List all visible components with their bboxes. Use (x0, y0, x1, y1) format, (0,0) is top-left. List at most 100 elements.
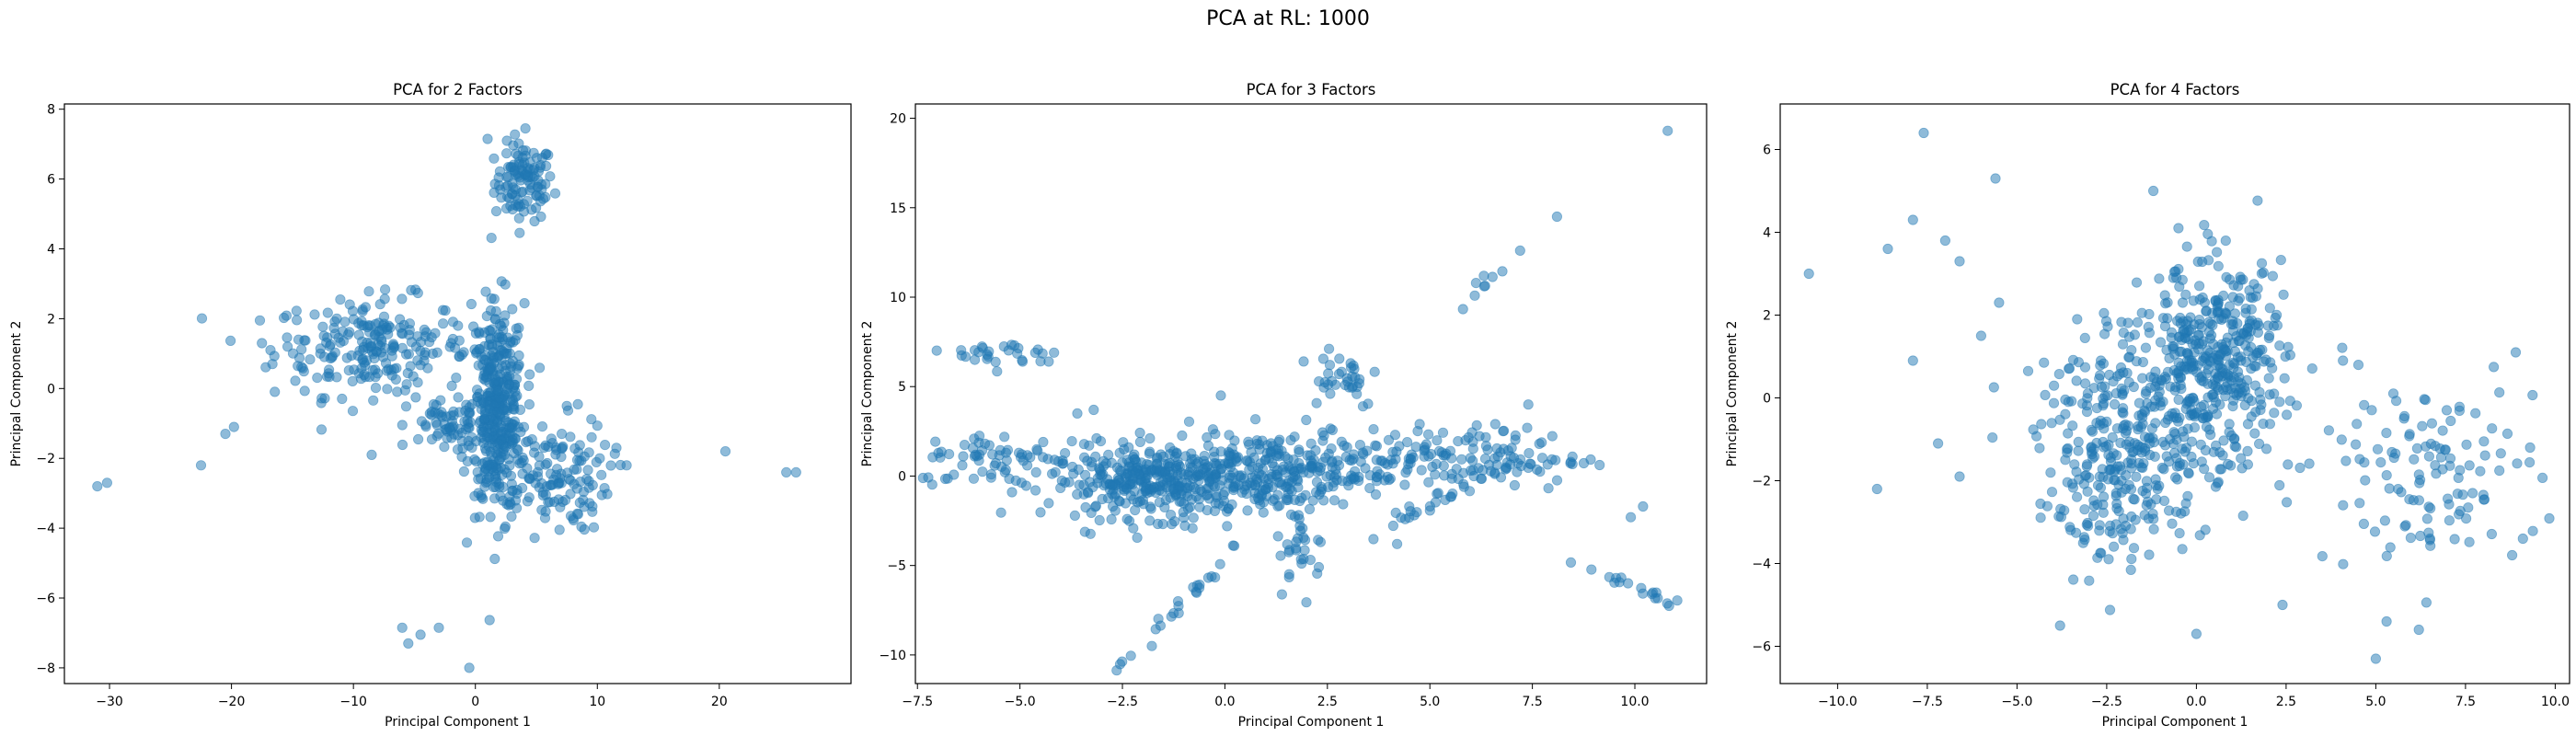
data-point (360, 302, 371, 313)
data-point (1324, 360, 1336, 371)
data-point (2110, 387, 2122, 399)
data-point (2479, 450, 2490, 461)
data-point (1325, 423, 1336, 434)
data-point (1199, 450, 1210, 462)
data-point (492, 407, 503, 418)
data-point (426, 406, 437, 418)
data-point (2233, 295, 2244, 306)
data-point (2413, 624, 2424, 636)
figure-suptitle: PCA at RL: 1000 (1206, 7, 1370, 30)
data-point (2217, 450, 2228, 461)
data-point (2154, 480, 2165, 491)
data-point (1085, 528, 1096, 539)
data-point (379, 293, 390, 305)
data-point (1236, 487, 1248, 499)
data-point (2148, 523, 2159, 535)
data-point (1638, 500, 1649, 512)
data-point (474, 328, 485, 339)
data-point (486, 293, 497, 304)
data-point (1446, 491, 1457, 502)
data-point (1317, 456, 1328, 467)
data-point (2252, 283, 2263, 294)
data-point (1501, 462, 1512, 473)
data-point (476, 398, 487, 409)
x-tick-label: 0.0 (1214, 695, 1235, 709)
data-point (479, 354, 491, 366)
data-point (2087, 453, 2099, 464)
data-point (2214, 313, 2225, 325)
data-point (368, 395, 379, 406)
data-point (1190, 454, 1201, 465)
data-point (1255, 458, 1266, 469)
data-point (2098, 499, 2109, 511)
data-point (2040, 389, 2051, 400)
data-point (2249, 380, 2261, 391)
data-point (2387, 388, 2399, 399)
data-point (506, 511, 517, 523)
data-point (377, 351, 389, 362)
data-point (437, 318, 449, 329)
data-point (1035, 507, 1046, 518)
data-point (2213, 260, 2224, 271)
data-point (2160, 417, 2171, 429)
data-point (2282, 497, 2293, 508)
data-point (973, 437, 984, 448)
data-point (1288, 466, 1300, 477)
data-point (1106, 513, 1117, 525)
data-point (2527, 389, 2538, 401)
data-point (2098, 358, 2109, 369)
data-point (290, 375, 301, 386)
data-point (347, 406, 359, 417)
data-point (2087, 510, 2099, 522)
data-point (492, 531, 504, 542)
data-point (1954, 471, 1965, 482)
data-point (317, 321, 328, 332)
data-point (2181, 241, 2192, 252)
data-point (2358, 518, 2369, 530)
data-point (516, 482, 528, 494)
data-point (1175, 461, 1186, 472)
data-point (1157, 476, 1168, 487)
data-point (437, 305, 449, 316)
data-point (265, 344, 276, 356)
data-point (1399, 513, 1411, 524)
data-point (2102, 474, 2114, 485)
data-point (1154, 485, 1165, 496)
data-point (2527, 525, 2538, 536)
data-point (1338, 499, 1349, 510)
data-point (293, 334, 305, 345)
data-point (1031, 443, 1042, 454)
data-point (397, 293, 408, 305)
data-point (2062, 477, 2073, 488)
data-point (494, 454, 505, 465)
data-point (195, 460, 207, 471)
data-point (2127, 447, 2138, 458)
data-point (1294, 444, 1305, 455)
data-point (2233, 387, 2244, 398)
data-point (1430, 497, 1442, 508)
data-point (1193, 475, 1204, 486)
data-point (2176, 383, 2187, 395)
data-point (2449, 534, 2460, 545)
data-point (2269, 408, 2280, 419)
data-point (2145, 449, 2156, 461)
data-point (2444, 515, 2455, 526)
data-point (257, 338, 268, 349)
data-point (2109, 398, 2121, 410)
data-point (1371, 441, 1383, 452)
data-point (2138, 457, 2149, 469)
data-point (1536, 437, 1547, 448)
data-point (1187, 462, 1198, 474)
data-point (2195, 439, 2206, 450)
data-point (2148, 437, 2159, 448)
data-point (2417, 420, 2428, 431)
data-point (1066, 435, 1077, 447)
data-point (1636, 582, 1647, 593)
data-point (2489, 362, 2500, 373)
x-tick-label: 20 (711, 695, 728, 709)
data-point (2115, 461, 2126, 472)
data-point (2111, 498, 2122, 510)
data-point (2236, 453, 2247, 464)
data-point (2173, 223, 2184, 234)
